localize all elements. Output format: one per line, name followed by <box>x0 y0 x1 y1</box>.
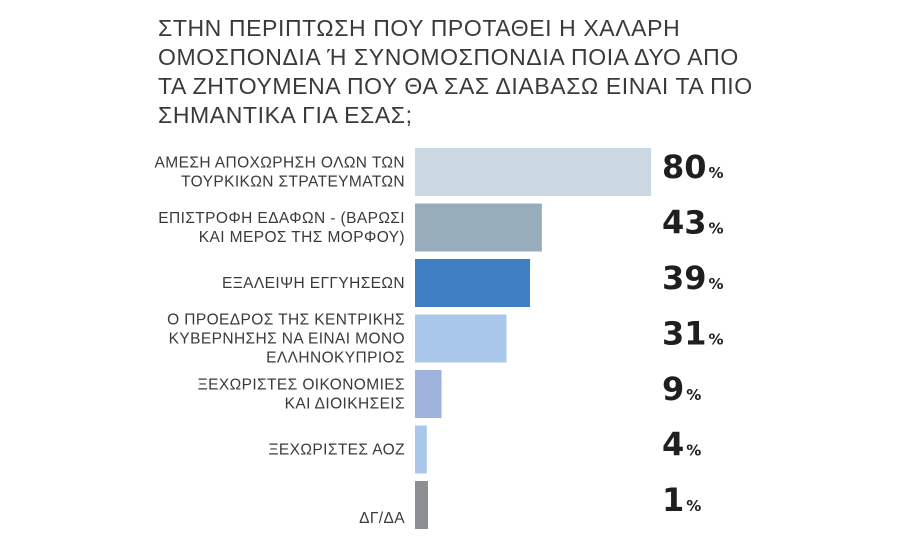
category-label-7: ΔΓ/ΔΑ <box>359 510 405 527</box>
value-label-5: 9% <box>662 370 701 408</box>
value-label-1: 80% <box>662 148 724 186</box>
value-unit: % <box>709 220 724 238</box>
category-label-line: ΞΕΧΩΡΙΣΤΕΣ ΑΟΖ <box>268 442 405 459</box>
category-label-1: ΑΜΕΣΗ ΑΠΟΧΩΡΗΣΗ ΟΛΩΝ ΤΩΝ ΤΟΥΡΚΙΚΩΝ ΣΤΡΑΤΕ… <box>155 155 405 191</box>
category-labels-layer: ΑΜΕΣΗ ΑΠΟΧΩΡΗΣΗ ΟΛΩΝ ΤΩΝ ΤΟΥΡΚΙΚΩΝ ΣΤΡΑΤΕ… <box>155 155 405 528</box>
bar-4 <box>415 314 507 363</box>
bar-2 <box>415 203 542 252</box>
bar-5 <box>415 370 442 418</box>
category-label-2: ΕΠΙΣΤΡΟΦΗ ΕΔΑΦΩΝ - (ΒΑΡΩΣΙ ΚΑΙ ΜΕΡΟΣ ΤΗΣ … <box>158 210 405 246</box>
value-label-7: 1% <box>662 481 701 519</box>
value-label-4: 31% <box>662 315 724 353</box>
bar-1 <box>415 148 651 196</box>
value-number: 80 <box>662 148 707 186</box>
category-label-line: ΚΥΒΕΡΝΗΣΗΣ ΝΑ ΕΙΝΑΙ ΜΟΝΟ <box>169 331 405 348</box>
value-unit: % <box>686 386 701 404</box>
value-label-6: 4% <box>662 426 701 464</box>
category-label-line: ΔΓ/ΔΑ <box>359 510 405 527</box>
value-unit: % <box>686 442 701 460</box>
category-label-4: Ο ΠΡΟΕΔΡΟΣ ΤΗΣ ΚΕΝΤΡΙΚΗΣ ΚΥΒΕΡΝΗΣΗΣ ΝΑ ΕΙ… <box>167 312 405 367</box>
chart-title: ΣΤΗΝ ΠΕΡΙΠΤΩΣΗ ΠΟΥ ΠΡΟΤΑΘΕΙ Η ΧΑΛΑΡΗ ΟΜΟ… <box>158 15 753 128</box>
category-label-line: ΕΠΙΣΤΡΟΦΗ ΕΔΑΦΩΝ - (ΒΑΡΩΣΙ <box>158 210 405 227</box>
category-label-line: Ο ΠΡΟΕΔΡΟΣ ΤΗΣ ΚΕΝΤΡΙΚΗΣ <box>167 312 405 329</box>
category-label-line: ΑΜΕΣΗ ΑΠΟΧΩΡΗΣΗ ΟΛΩΝ ΤΩΝ <box>155 155 405 172</box>
value-label-2: 43% <box>662 204 724 242</box>
category-label-line: ΕΛΛΗΝΟΚΥΠΡΙΟΣ <box>266 350 405 367</box>
bar-3 <box>415 259 531 307</box>
value-number: 9 <box>662 370 684 408</box>
category-label-3: ΕΞΑΛΕΙΨΗ ΕΓΓΥΗΣΕΩΝ <box>222 275 405 292</box>
value-unit: % <box>709 164 724 182</box>
bar-7 <box>415 481 428 529</box>
category-label-line: ΤΟΥΡΚΙΚΩΝ ΣΤΡΑΤΕΥΜΑΤΩΝ <box>181 174 405 191</box>
value-labels-layer: 80 %43 %39 %31 %9 %4 %1% <box>662 148 724 519</box>
category-label-line: ΞΕΧΩΡΙΣΤΕΣ ΟΙΚΟΝΟΜΙΕΣ <box>198 377 405 394</box>
value-unit: % <box>686 497 701 515</box>
value-unit: % <box>709 331 724 349</box>
value-number: 1 <box>662 481 684 519</box>
value-number: 31 <box>662 315 707 353</box>
bars-layer <box>415 148 651 529</box>
value-label-3: 39% <box>662 259 724 297</box>
bar-6 <box>415 425 427 474</box>
value-unit: % <box>709 275 724 293</box>
category-label-5: ΞΕΧΩΡΙΣΤΕΣ ΟΙΚΟΝΟΜΙΕΣ ΚΑΙ ΔΙΟΙΚΗΣΕΙΣ <box>198 377 405 413</box>
value-number: 43 <box>662 204 707 242</box>
value-number: 4 <box>662 426 684 464</box>
category-label-line: ΚΑΙ ΔΙΟΙΚΗΣΕΙΣ <box>285 396 405 413</box>
category-label-line: ΚΑΙ ΜΕΡΟΣ ΤΗΣ ΜΟΡΦΟΥ) <box>199 229 405 246</box>
value-number: 39 <box>662 259 707 297</box>
category-label-6: ΞΕΧΩΡΙΣΤΕΣ ΑΟΖ <box>268 442 405 459</box>
category-label-line: ΕΞΑΛΕΙΨΗ ΕΓΓΥΗΣΕΩΝ <box>222 275 405 292</box>
